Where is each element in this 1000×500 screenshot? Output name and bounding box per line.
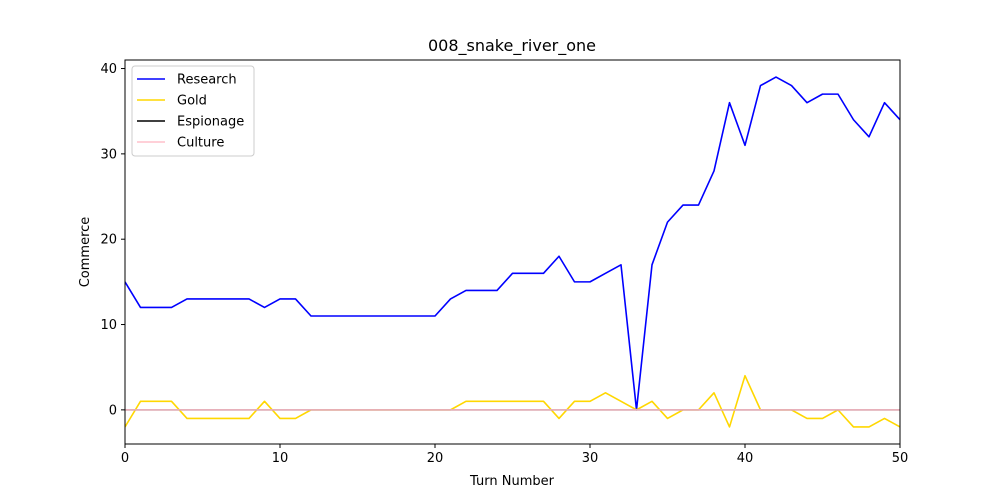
y-tick-label: 10	[100, 318, 117, 333]
x-axis: 0 10 20 30 40 50	[121, 444, 908, 466]
series-line-research	[125, 76, 900, 411]
legend-box	[131, 65, 255, 157]
y-axis: 0 10 20 30 40	[100, 62, 125, 418]
y-tick-label: 20	[100, 233, 117, 248]
series-line-gold	[125, 374, 900, 428]
y-tick-label: 40	[100, 62, 117, 77]
y-axis-title: Commerce	[78, 217, 93, 288]
y-tick-label: 30	[100, 147, 117, 162]
x-tick-label: 50	[892, 451, 909, 466]
legend: Research Gold Espionage Culture	[131, 65, 255, 157]
legend-label-espionage: Espionage	[177, 115, 244, 130]
chart-title: 008_snake_river_one	[428, 36, 596, 56]
legend-label-research: Research	[177, 73, 237, 88]
x-tick-label: 30	[582, 451, 599, 466]
x-tick-label: 20	[427, 451, 444, 466]
y-tick-label: 0	[109, 403, 117, 418]
legend-label-gold: Gold	[177, 94, 207, 109]
x-tick-label: 40	[737, 451, 754, 466]
x-axis-title: Turn Number	[469, 474, 555, 489]
legend-label-culture: Culture	[177, 136, 224, 151]
plot-frame	[124, 59, 901, 445]
plot-area	[125, 76, 900, 428]
x-tick-label: 10	[272, 451, 289, 466]
x-tick-label: 0	[121, 451, 129, 466]
